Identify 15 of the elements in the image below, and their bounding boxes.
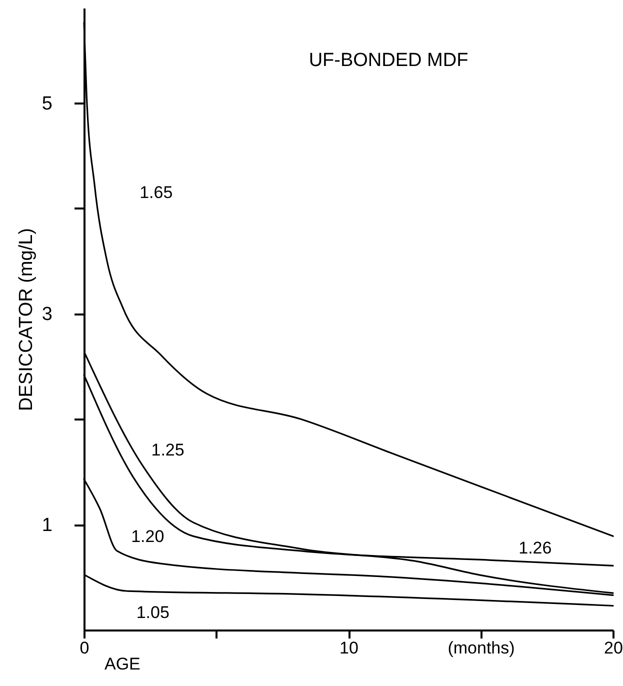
y-tick-label: 1	[42, 515, 52, 536]
series-label: 1.05	[136, 602, 170, 622]
y-axis-title: DESICCATOR (mg/L)	[16, 228, 37, 411]
x-tick-label: 0	[80, 638, 90, 658]
y-tick-label: 5	[42, 93, 52, 114]
x-tick-label: (months)	[448, 638, 515, 658]
x-tick-label: 10	[340, 638, 358, 658]
series-label: 1.26	[518, 538, 552, 558]
text: UF-BONDED MDF	[308, 50, 468, 71]
x-axis-title: AGE	[104, 654, 140, 674]
series-label: 1.25	[151, 440, 184, 460]
series-label: 1.20	[131, 526, 164, 546]
y-tick-label: 3	[42, 304, 52, 326]
x-tick-label: 20	[604, 638, 623, 658]
text: 1.65	[140, 183, 173, 202]
